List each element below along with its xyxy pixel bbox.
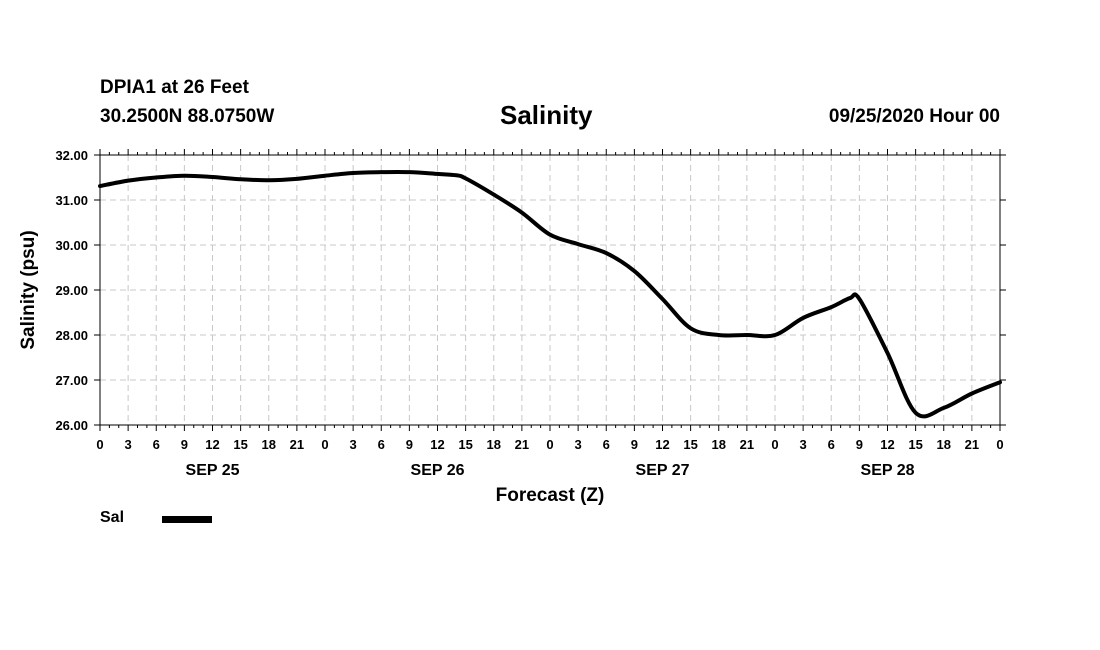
- x-tick-label: 0: [546, 437, 553, 452]
- x-tick-label: 15: [458, 437, 472, 452]
- y-tick-label: 32.00: [55, 148, 88, 163]
- x-tick-label: 9: [181, 437, 188, 452]
- x-tick-label: 21: [740, 437, 754, 452]
- x-tick-label: 15: [683, 437, 697, 452]
- series-line-sal: [98, 169, 1002, 419]
- x-tick-label: 12: [430, 437, 444, 452]
- x-tick-label: 18: [487, 437, 501, 452]
- y-tick-label: 28.00: [55, 328, 88, 343]
- day-label: SEP 28: [861, 462, 915, 479]
- x-tick-label: 0: [321, 437, 328, 452]
- x-tick-label: 12: [655, 437, 669, 452]
- chart-title: Salinity: [500, 100, 593, 130]
- x-tick-label: 0: [96, 437, 103, 452]
- run-time-label: 09/25/2020 Hour 00: [828, 106, 1000, 127]
- x-tick-label: 3: [125, 437, 132, 452]
- x-tick-label: 0: [771, 437, 778, 452]
- x-tick-label: 3: [800, 437, 807, 452]
- x-tick-label: 3: [575, 437, 582, 452]
- coordinates-label: 30.2500N 88.0750W: [100, 106, 275, 127]
- x-tick-label: 6: [153, 437, 160, 452]
- day-label: SEP 26: [411, 462, 465, 479]
- x-tick-label: 9: [631, 437, 638, 452]
- y-tick-label: 27.00: [55, 373, 88, 388]
- x-tick-label: 12: [880, 437, 894, 452]
- x-tick-label: 21: [515, 437, 529, 452]
- legend-swatch: [162, 516, 212, 523]
- x-tick-label: 3: [350, 437, 357, 452]
- station-label: DPIA1 at 26 Feet: [100, 77, 249, 98]
- x-tick-label: 15: [908, 437, 922, 452]
- x-tick-label: 12: [205, 437, 219, 452]
- x-tick-label: 0: [996, 437, 1003, 452]
- y-tick-label: 29.00: [55, 283, 88, 298]
- y-tick-label: 31.00: [55, 193, 88, 208]
- x-tick-label: 18: [937, 437, 951, 452]
- series: [98, 169, 1002, 419]
- x-tick-label: 9: [406, 437, 413, 452]
- x-tick-label: 9: [856, 437, 863, 452]
- grid: [100, 155, 1000, 425]
- x-tick-label: 6: [603, 437, 610, 452]
- x-tick-label: 6: [828, 437, 835, 452]
- y-tick-label: 30.00: [55, 238, 88, 253]
- axes: [94, 149, 1006, 431]
- plot-frame: [99, 154, 1001, 426]
- x-tick-label: 15: [233, 437, 247, 452]
- legend-label: Sal: [100, 509, 125, 526]
- x-tick-label: 21: [290, 437, 304, 452]
- day-label: SEP 25: [186, 462, 240, 479]
- x-tick-label: 6: [378, 437, 385, 452]
- x-tick-label: 21: [965, 437, 979, 452]
- tick-labels: 26.00 27.00 28.00 29.00 30.00 31.00 32.00 0 3 6 9 1…: [18, 148, 1004, 506]
- x-axis-title: Forecast (Z): [496, 485, 605, 506]
- day-label: SEP 27: [636, 462, 690, 479]
- y-tick-label: 26.00: [55, 418, 88, 433]
- x-tick-label: 18: [712, 437, 726, 452]
- x-tick-label: 18: [262, 437, 276, 452]
- y-axis-title: Salinity (psu): [18, 230, 39, 349]
